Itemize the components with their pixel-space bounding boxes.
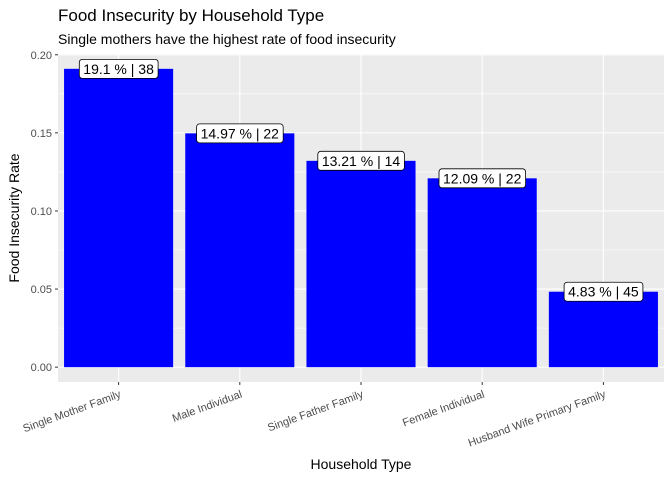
data-labels: 19.1 % | 38 14.97 % | 22 13.21 % | 14 12.09… <box>78 58 644 302</box>
x-axis-title: Household Type <box>311 456 412 472</box>
data-label: 13.21 % | 14 <box>317 150 405 171</box>
bar <box>548 291 658 368</box>
y-tick-label: 0.20 <box>31 50 52 62</box>
bar <box>427 178 537 368</box>
y-tick-label: 0.10 <box>31 206 52 218</box>
y-tick-label: 0.05 <box>31 284 52 296</box>
data-label: 19.1 % | 38 <box>78 58 159 79</box>
data-label-text: 4.83 % | 45 <box>568 284 639 300</box>
bar <box>185 133 295 368</box>
x-tick-label: Male Individual <box>171 389 244 425</box>
data-label-box <box>78 58 159 79</box>
x-tick-label: Single Mother Family <box>21 388 123 435</box>
y-tick-label: 0.15 <box>31 128 52 140</box>
chart-subtitle: Single mothers have the highest rate of … <box>58 31 396 47</box>
data-label-text: 12.09 % | 22 <box>443 170 522 186</box>
data-label-box <box>317 150 405 171</box>
x-tick-label: Husband Wife Primary Family <box>467 388 608 449</box>
bars <box>64 68 658 368</box>
x-tick-label: Female Individual <box>401 389 486 430</box>
bar <box>64 68 174 368</box>
y-tick-label: 0.00 <box>31 362 52 374</box>
data-label-box <box>563 281 644 302</box>
chart-title: Food Insecurity by Household Type <box>58 6 324 25</box>
data-label-box <box>438 168 526 189</box>
data-label-text: 14.97 % | 22 <box>201 125 280 141</box>
bar <box>306 160 416 368</box>
data-label: 4.83 % | 45 <box>563 281 644 302</box>
data-label-text: 13.21 % | 14 <box>322 153 401 169</box>
data-label-text: 19.1 % | 38 <box>83 61 154 77</box>
x-tick-label: Single Father Family <box>266 388 365 434</box>
data-label: 14.97 % | 22 <box>196 123 284 144</box>
data-label: 12.09 % | 22 <box>438 168 526 189</box>
y-axis-title: Food Insecurity Rate <box>6 153 22 282</box>
x-axis: Single Mother Family Male Individual Singl… <box>21 382 608 450</box>
data-label-box <box>196 123 284 144</box>
y-axis: 0.00 0.05 0.10 0.15 0.20 <box>31 50 58 374</box>
